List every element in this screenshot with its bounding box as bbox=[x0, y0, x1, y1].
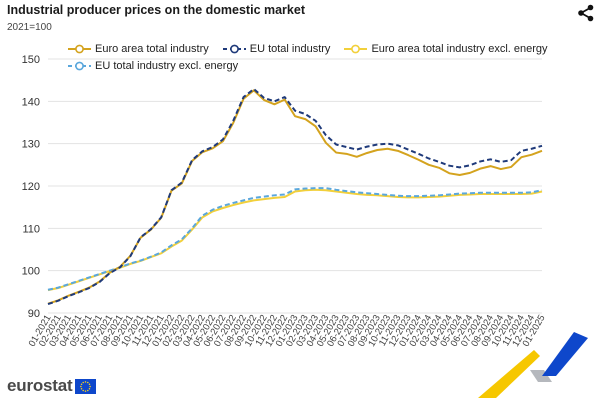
legend-item[interactable]: EU total industry bbox=[222, 43, 331, 55]
legend-label: Euro area total industry excl. energy bbox=[371, 43, 548, 55]
legend-label: Euro area total industry bbox=[95, 43, 209, 55]
y-tick-label: 120 bbox=[22, 181, 40, 193]
legend-item[interactable]: Euro area total industry bbox=[68, 43, 209, 55]
y-tick-label: 130 bbox=[22, 139, 40, 151]
chart-subtitle-unit: 2021=100 bbox=[7, 22, 52, 33]
eurostat-logo[interactable]: eurostat bbox=[7, 376, 97, 396]
legend-marker-icon bbox=[68, 44, 91, 54]
legend-marker-icon bbox=[222, 44, 246, 54]
legend-marker-icon bbox=[68, 61, 91, 71]
chart-series bbox=[47, 88, 543, 306]
y-axis: 90 100 110 120 130 140 150 bbox=[22, 54, 40, 320]
chart-legend: Euro area total industry EU total industr… bbox=[68, 43, 568, 72]
legend-label: EU total industry bbox=[249, 43, 331, 55]
y-tick-label: 140 bbox=[22, 96, 40, 108]
y-tick-label: 150 bbox=[22, 54, 40, 66]
legend-item[interactable]: Euro area total industry excl. energy bbox=[344, 43, 548, 55]
legend-marker-icon bbox=[344, 44, 368, 54]
eurostat-logo-text: eurostat bbox=[7, 376, 73, 395]
share-icon[interactable] bbox=[576, 3, 596, 23]
eurostat-decoration-stripes bbox=[478, 332, 588, 398]
chart-grid bbox=[48, 58, 542, 314]
eu-flag-icon bbox=[75, 378, 97, 394]
legend-label: EU total industry excl. energy bbox=[95, 60, 239, 72]
series-line[interactable] bbox=[47, 88, 543, 306]
series-line[interactable] bbox=[47, 188, 543, 292]
series-line[interactable] bbox=[47, 89, 543, 305]
y-tick-label: 90 bbox=[28, 308, 40, 320]
y-tick-label: 100 bbox=[22, 266, 40, 278]
chart-title: Industrial producer prices on the domest… bbox=[7, 3, 305, 17]
legend-item[interactable]: EU total industry excl. energy bbox=[68, 60, 238, 72]
y-tick-label: 110 bbox=[22, 223, 40, 235]
x-axis: 01-202102-202103-202104-202105-202106-20… bbox=[27, 313, 548, 349]
series-line[interactable] bbox=[47, 187, 543, 291]
